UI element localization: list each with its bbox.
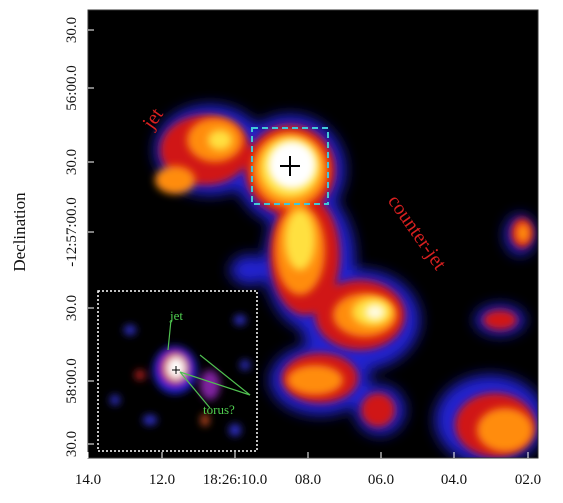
x-tick-label: 12.0 (149, 472, 175, 488)
x-tick-label: 04.0 (441, 472, 467, 488)
ticks: 14.0 12.0 18:26:10.0 08.0 06.0 04.0 02.0 30.0 58… (64, 17, 541, 488)
inset-torus-label: torus? (203, 402, 235, 417)
x-tick-label: 08.0 (295, 472, 321, 488)
x-tick-label: 14.0 (75, 472, 101, 488)
y-tick-label: 56:00.0 (64, 65, 80, 110)
frame (87, 9, 539, 459)
y-tick-label: 30.0 (64, 431, 80, 457)
x-tick-label: 06.0 (368, 472, 394, 488)
inset: jet torus? (97, 290, 258, 452)
y-tick-label: 30.0 (64, 149, 80, 175)
x-tick-label: 18:26:10.0 (203, 472, 268, 488)
x-tick-label: 02.0 (515, 472, 541, 488)
inset-jet-label: jet (169, 308, 183, 323)
y-axis-label: Declination (10, 192, 29, 272)
y-tick-label: 30.0 (64, 17, 80, 43)
region-box (251, 127, 329, 205)
y-tick-label: 30.0 (64, 295, 80, 321)
y-tick-label: 58:00.0 (64, 358, 80, 403)
center-marker (280, 156, 300, 176)
emission (155, 105, 538, 458)
y-tick-label: -12:57:00.0 (64, 197, 80, 267)
